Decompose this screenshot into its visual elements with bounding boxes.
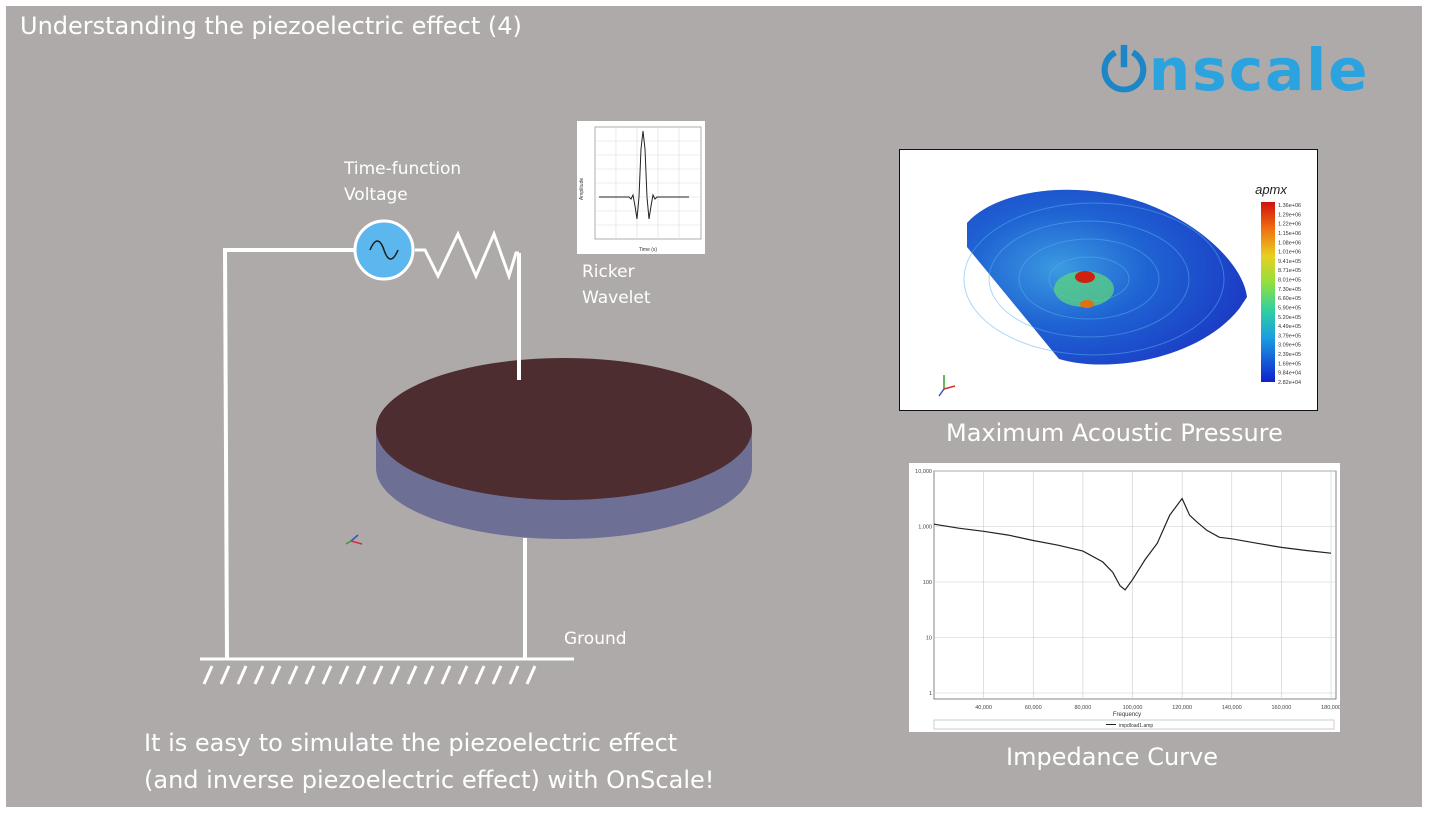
wavelet-label: Ricker Wavelet (582, 259, 651, 311)
slide-caption: It is easy to simulate the piezoelectric… (144, 725, 714, 799)
pressure-legend-value: 6.60e+05 (1278, 296, 1301, 302)
pressure-legend-value: 1.01e+06 (1278, 250, 1301, 256)
pressure-legend-value: 9.84e+04 (1278, 371, 1301, 377)
pressure-legend-value: 3.79e+05 (1278, 333, 1301, 339)
slide-title: Understanding the piezoelectric effect (… (20, 12, 522, 40)
pressure-rings (963, 202, 1225, 356)
circuit-diagram (200, 219, 752, 685)
resistor (415, 229, 519, 281)
pressure-legend-value: 1.22e+06 (1278, 222, 1301, 228)
wavelet-label-line1: Ricker (582, 262, 635, 282)
pressure-legend-title: apmx (1255, 182, 1287, 197)
pressure-legend-value: 5.20e+05 (1278, 315, 1301, 321)
impedance-legend-box (933, 719, 1335, 730)
pressure-panel: apmx 1.36e+06 1.29e+06 1.22e+06 1.15e+06 1.0… (899, 149, 1318, 411)
impedance-x-tick: 60,000 (1025, 705, 1042, 711)
pressure-colorbar (1261, 202, 1275, 382)
impedance-x-tick: 100,000 (1123, 705, 1143, 711)
impedance-x-tick: 180,000 (1321, 705, 1340, 711)
pressure-legend-value: 1.69e+05 (1278, 361, 1301, 367)
disc-top (376, 358, 752, 500)
ricker-plot: Amplitude Time (s) (577, 121, 705, 254)
caption-line2: (and inverse piezoelectric effect) with … (144, 766, 715, 794)
impedance-y-tick: 1 (929, 691, 932, 697)
pressure-legend-value: 1.08e+06 (1278, 240, 1301, 246)
impedance-y-tick: 10 (926, 636, 932, 642)
ricker-wavelet-line (599, 130, 689, 220)
impedance-y-tick: 100 (923, 580, 932, 586)
impedance-legend-label: impdload1.amp (1119, 723, 1153, 729)
axis-triad-icon (345, 534, 363, 545)
pressure-hotspot-glow (1054, 271, 1114, 307)
impedance-x-tick: 140,000 (1222, 705, 1242, 711)
pressure-legend-value: 2.39e+05 (1278, 352, 1301, 358)
pressure-legend-value: 2.82e+04 (1278, 380, 1301, 386)
impedance-x-tick: 160,000 (1271, 705, 1291, 711)
source-label-line2: Voltage (344, 185, 408, 205)
impedance-x-tick: 80,000 (1074, 705, 1091, 711)
sine-icon (369, 240, 399, 260)
impedance-x-tick: 40,000 (975, 705, 992, 711)
ground-label: Ground (564, 629, 627, 649)
onscale-logo: ⏻nscale (1101, 36, 1369, 105)
ground-hatch (202, 665, 537, 685)
pressure-legend-value: 3.09e+05 (1278, 343, 1301, 349)
pressure-field (967, 189, 1247, 365)
pressure-legend-value: 1.29e+06 (1278, 212, 1301, 218)
pressure-legend-value: 8.71e+05 (1278, 268, 1301, 274)
logo-power-icon: ⏻ (1101, 36, 1149, 104)
pressure-axis-triad-icon (938, 375, 956, 397)
pressure-legend-value: 5.90e+05 (1278, 305, 1301, 311)
source-label-line1: Time-function (344, 159, 462, 179)
pressure-caption: Maximum Acoustic Pressure (946, 419, 1283, 447)
ricker-ylabel: Amplitude (579, 178, 585, 200)
slide: Understanding the piezoelectric effect (… (6, 6, 1422, 807)
pressure-legend-value: 8.01e+05 (1278, 278, 1301, 284)
impedance-y-tick: 10,000 (915, 469, 932, 475)
pressure-hotspot (1075, 271, 1095, 283)
ricker-xlabel: Time (s) (639, 247, 657, 253)
caption-line1: It is easy to simulate the piezoelectric… (144, 729, 678, 757)
logo-text: nscale (1148, 36, 1370, 104)
source-label: Time-function Voltage (344, 156, 461, 208)
pressure-hotspot-edge (1080, 300, 1094, 308)
impedance-xlabel: Frequency (1113, 712, 1141, 718)
pressure-legend-value: 1.36e+06 (1278, 203, 1301, 209)
ground-wire-left (222, 248, 354, 660)
wavelet-label-line2: Wavelet (582, 288, 651, 308)
pressure-legend-value: 9.41e+05 (1278, 259, 1301, 265)
pressure-legend-value: 4.49e+05 (1278, 324, 1301, 330)
pressure-legend-value: 7.30e+05 (1278, 287, 1301, 293)
impedance-series-line (933, 497, 1332, 591)
pressure-legend-value: 1.15e+06 (1278, 231, 1301, 237)
impedance-caption: Impedance Curve (1006, 743, 1219, 771)
impedance-x-tick: 120,000 (1172, 705, 1192, 711)
impedance-y-tick: 1,000 (918, 525, 932, 531)
